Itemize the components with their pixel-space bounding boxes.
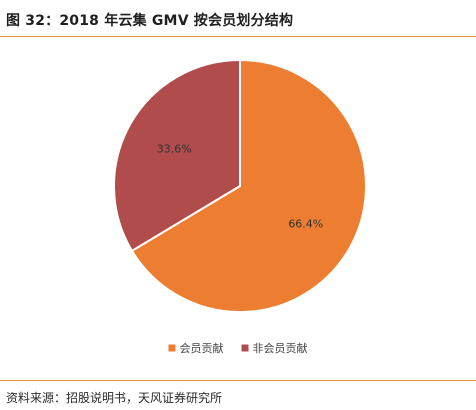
pie-slice-2 [113,58,241,253]
pie-slices [113,58,367,313]
source-note: 资料来源：招股说明书，天风证券研究所 [6,391,223,405]
legend-label: 非会员贡献 [253,341,308,355]
title-divider [0,36,476,37]
slice-value-label: 33.6% [157,143,192,156]
pie-slice-labels: 66.4% 33.6% [157,143,324,231]
legend-label: 会员贡献 [180,341,224,355]
slice-value-label: 66.4% [288,217,323,230]
chart-legend: 会员贡献 非会员贡献 [168,341,308,355]
legend-swatch [241,344,249,352]
legend-swatch [168,344,176,352]
figure-title: 图 32：2018 年云集 GMV 按会员划分结构 [6,13,294,29]
pie-slice-1 [130,58,367,313]
source-divider [0,380,476,381]
